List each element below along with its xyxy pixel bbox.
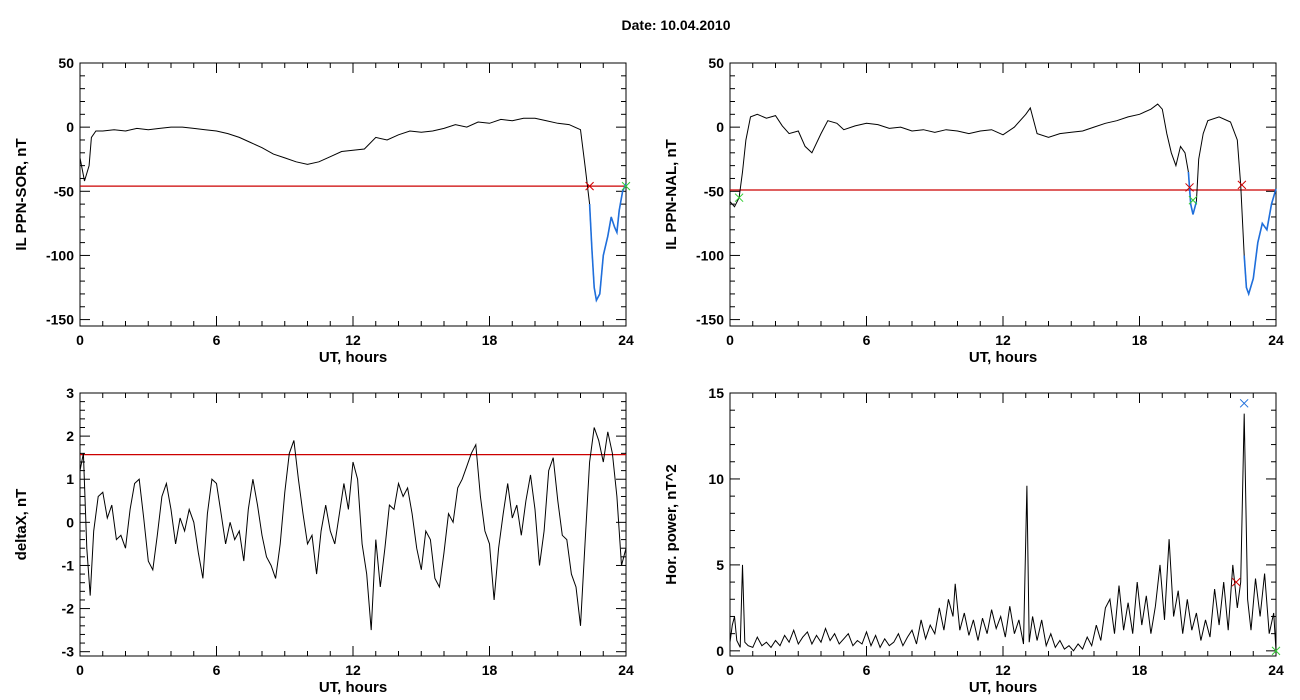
y-tick-label: 0: [66, 514, 74, 530]
marker-stroke: [734, 193, 744, 203]
y-tick-label: 50: [58, 55, 74, 71]
x-tick-label: 6: [863, 332, 871, 348]
date-title: Date: 10.04.2010: [621, 17, 731, 33]
x-tick-label: 24: [618, 662, 634, 678]
x-tick-label: 18: [1132, 662, 1148, 678]
marker-stroke: [1237, 180, 1247, 190]
x-tick-label: 24: [1268, 662, 1284, 678]
chart-panel-power: 0 6 12 18 24 0 5 10 15 UT, hours Hor. power, nT^2: [663, 385, 1284, 696]
marker-green: [621, 181, 631, 191]
y-tick-label: 15: [708, 385, 724, 401]
y-tick-label: -1: [62, 557, 75, 573]
marker-stroke: [1239, 398, 1249, 408]
y-axis-label: Hor. power, nT^2: [663, 464, 680, 584]
x-axis-label: UT, hours: [969, 349, 1037, 366]
y-tick-label: 0: [66, 119, 74, 135]
x-axis-label: UT, hours: [969, 679, 1037, 696]
marker-green: [1188, 195, 1198, 205]
marker-stroke: [1271, 646, 1281, 656]
marker-blue: [1239, 398, 1249, 408]
y-tick-label: -150: [696, 312, 724, 328]
y-tick-label: 3: [66, 385, 74, 401]
y-tick-label: -150: [46, 312, 74, 328]
x-tick-label: 0: [726, 332, 734, 348]
series-line: [729, 413, 1277, 652]
x-tick-label: 24: [1268, 332, 1284, 348]
y-tick-label: 0: [716, 119, 724, 135]
x-tick-label: 12: [345, 662, 361, 678]
y-tick-label: -100: [46, 247, 74, 263]
y-tick-label: -100: [696, 247, 724, 263]
x-tick-label: 0: [726, 662, 734, 678]
x-tick-label: 6: [213, 662, 221, 678]
marker-stroke: [585, 181, 594, 191]
series-line: [729, 103, 1277, 296]
marker-stroke: [1188, 195, 1198, 205]
series-highlight: [1187, 171, 1198, 215]
marker-green: [1271, 646, 1281, 656]
y-axis-label: deltaX, nT: [13, 489, 30, 561]
y-tick-label: -3: [62, 644, 75, 660]
y-tick-label: -50: [54, 183, 74, 199]
x-tick-label: 0: [76, 662, 84, 678]
chart-panel-sor: 0 6 12 18 24 -150 -100 -50 0 50 UT, hours IL PPN-SO…: [13, 55, 634, 366]
x-tick-label: 24: [618, 332, 634, 348]
marker-stroke: [621, 181, 631, 191]
x-tick-label: 0: [76, 332, 84, 348]
plot-frame: [79, 62, 627, 327]
y-axis-label: IL PPN-NAL, nT: [663, 139, 680, 250]
marker-stroke: [1185, 183, 1194, 192]
marker-red: [585, 181, 594, 191]
marker-stroke: [1231, 577, 1241, 587]
series-highlight: [588, 183, 627, 303]
x-tick-label: 6: [863, 662, 871, 678]
series-line: [79, 117, 627, 302]
plot-frame: [729, 392, 1277, 657]
x-tick-label: 18: [1132, 332, 1148, 348]
chart-panel-nal: 0 6 12 18 24 -150 -100 -50 0 50 UT, hours IL PPN-NA…: [663, 55, 1284, 366]
x-tick-label: 12: [995, 662, 1011, 678]
y-tick-label: 2: [66, 428, 74, 444]
y-tick-label: 5: [716, 557, 724, 573]
y-tick-label: 0: [716, 643, 724, 659]
series-line: [79, 427, 627, 631]
x-tick-label: 6: [213, 332, 221, 348]
y-tick-label: 50: [708, 55, 724, 71]
plot-frame: [729, 62, 1277, 327]
x-tick-label: 12: [995, 332, 1011, 348]
x-tick-label: 12: [345, 332, 361, 348]
x-axis-label: UT, hours: [319, 679, 387, 696]
y-tick-label: 1: [66, 471, 74, 487]
y-tick-label: -50: [704, 183, 724, 199]
marker-red: [1237, 180, 1247, 190]
x-tick-label: 18: [482, 662, 498, 678]
marker-green: [734, 193, 744, 203]
marker-red: [1231, 577, 1241, 587]
series-highlight: [1243, 188, 1277, 297]
x-tick-label: 18: [482, 332, 498, 348]
y-axis-label: IL PPN-SOR, nT: [13, 138, 30, 250]
x-axis-label: UT, hours: [319, 349, 387, 366]
y-tick-label: 10: [708, 471, 724, 487]
y-tick-label: -2: [62, 601, 75, 617]
marker-red: [1185, 183, 1194, 192]
